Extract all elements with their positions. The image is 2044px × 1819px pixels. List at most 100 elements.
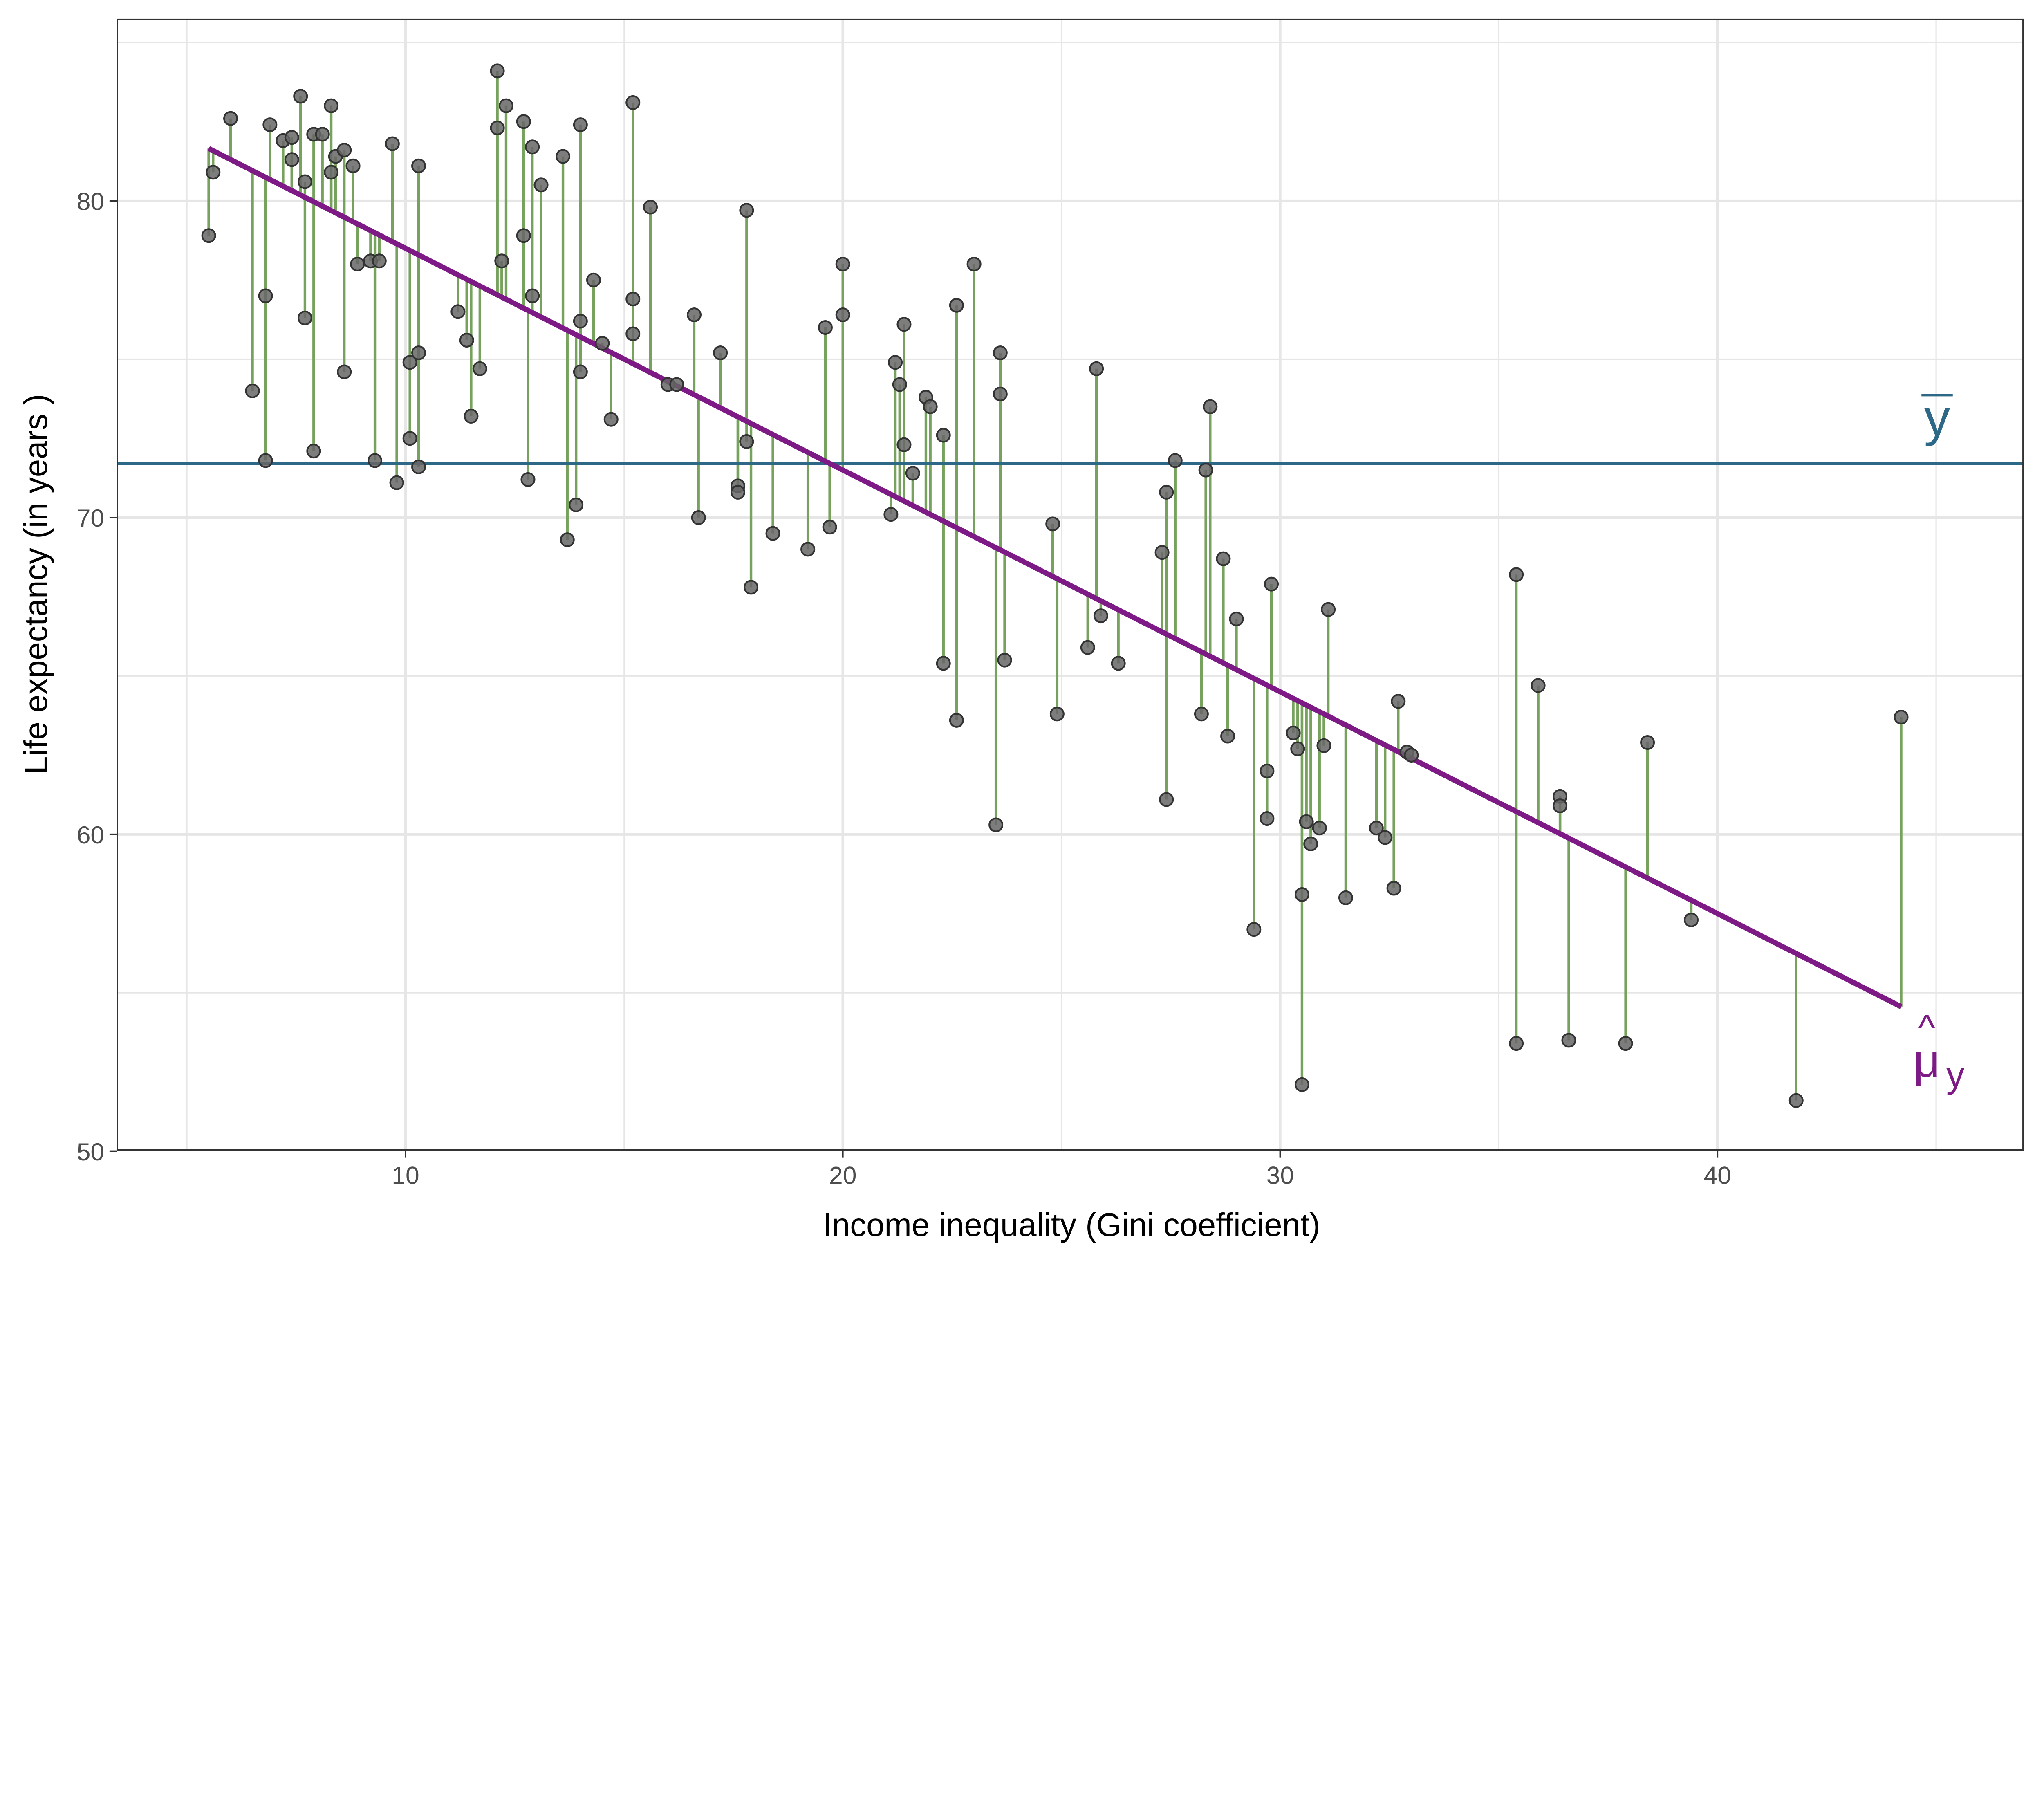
x-tick-label: 20 [829,1161,856,1189]
y-tick-label: 70 [77,504,104,532]
data-point [411,345,426,360]
data-point [1093,608,1108,624]
data-point [713,345,728,360]
data-point [402,431,417,446]
data-point [337,143,352,158]
data-point [525,139,540,155]
x-tick-label: 30 [1266,1161,1294,1189]
data-point [324,98,339,113]
points [201,63,1909,1108]
y-tick-label: 80 [77,187,104,215]
data-point [923,399,938,414]
data-point [389,475,404,490]
fit-label-subscript: y [1946,1054,1965,1095]
data-point [490,120,505,135]
data-point [350,256,365,272]
data-point [1049,707,1065,722]
data-point [284,130,299,145]
regression-line [207,146,1903,1009]
data-point [936,428,951,443]
data-point [988,817,1004,832]
data-point [1894,710,1909,725]
data-point [730,484,745,500]
data-point [573,364,588,379]
data-point [993,386,1008,401]
data-point [1294,1077,1309,1092]
data-point [905,466,920,481]
mean-label: y [1924,389,1950,447]
data-point [1216,551,1231,566]
data-point [1286,725,1301,740]
data-point [372,253,387,269]
residual-scatter-chart: 10 20 30 40 50 60 70 80 Income inequality (Gini… [0,0,2044,1263]
data-point [1788,1093,1804,1108]
x-tick-label: 40 [1704,1161,1731,1189]
data-point [345,158,361,173]
data-point [1089,361,1104,376]
data-point [1369,821,1384,836]
data-point [569,497,584,512]
data-point [556,149,571,164]
data-point [1045,516,1060,532]
data-point [1220,729,1235,744]
fit-line-group [207,146,1903,1009]
y-tick-label: 50 [77,1138,104,1166]
data-point [822,520,837,535]
data-point [533,177,549,193]
data-point [818,320,833,335]
data-point [490,63,505,79]
data-point [586,272,601,287]
panel-border [117,18,2024,1151]
x-tick-label: 10 [392,1161,419,1189]
data-point [223,111,238,126]
data-point [966,256,982,272]
data-point [516,114,531,129]
data-point [1260,811,1275,826]
data-point [997,653,1012,668]
data-point [402,355,417,370]
fit-annotation: ^ μ y [1913,1007,1965,1095]
data-point [472,361,487,376]
data-point [525,288,540,303]
data-point [1080,640,1095,655]
data-point [835,256,850,272]
data-point [1386,881,1401,896]
data-point [936,656,951,671]
data-point [516,228,531,243]
data-point [1229,611,1244,626]
data-point [1404,748,1419,763]
data-point [368,453,383,468]
mean-annotation: y [1921,389,1953,447]
data-point [669,377,684,392]
data-point [835,307,850,323]
data-point [315,127,330,142]
y-tick-label: 60 [77,821,104,849]
background [0,0,2044,1263]
data-point [691,510,706,525]
grid [117,19,2023,1150]
data-point [744,580,759,595]
data-point [888,355,903,370]
x-axis-label: Income inequality (Gini coefficient) [823,1207,1320,1243]
data-point [643,200,658,215]
data-point [297,174,312,189]
data-point [1290,741,1305,756]
data-point [993,345,1008,360]
data-point [306,444,321,459]
data-point [1316,738,1331,753]
data-point [765,526,780,541]
data-point [686,307,702,323]
data-point [1159,792,1174,807]
data-point [1321,602,1336,617]
data-point [1391,694,1406,709]
data-point [625,292,641,307]
data-point [1203,399,1218,414]
data-point [464,408,479,424]
data-point [411,158,426,173]
data-point [1294,887,1309,902]
data-point [459,332,474,348]
data-point [1640,735,1655,750]
data-point [883,507,899,522]
y-axis-label: Life expectancy (in years ) [18,394,54,774]
data-point [603,412,619,427]
